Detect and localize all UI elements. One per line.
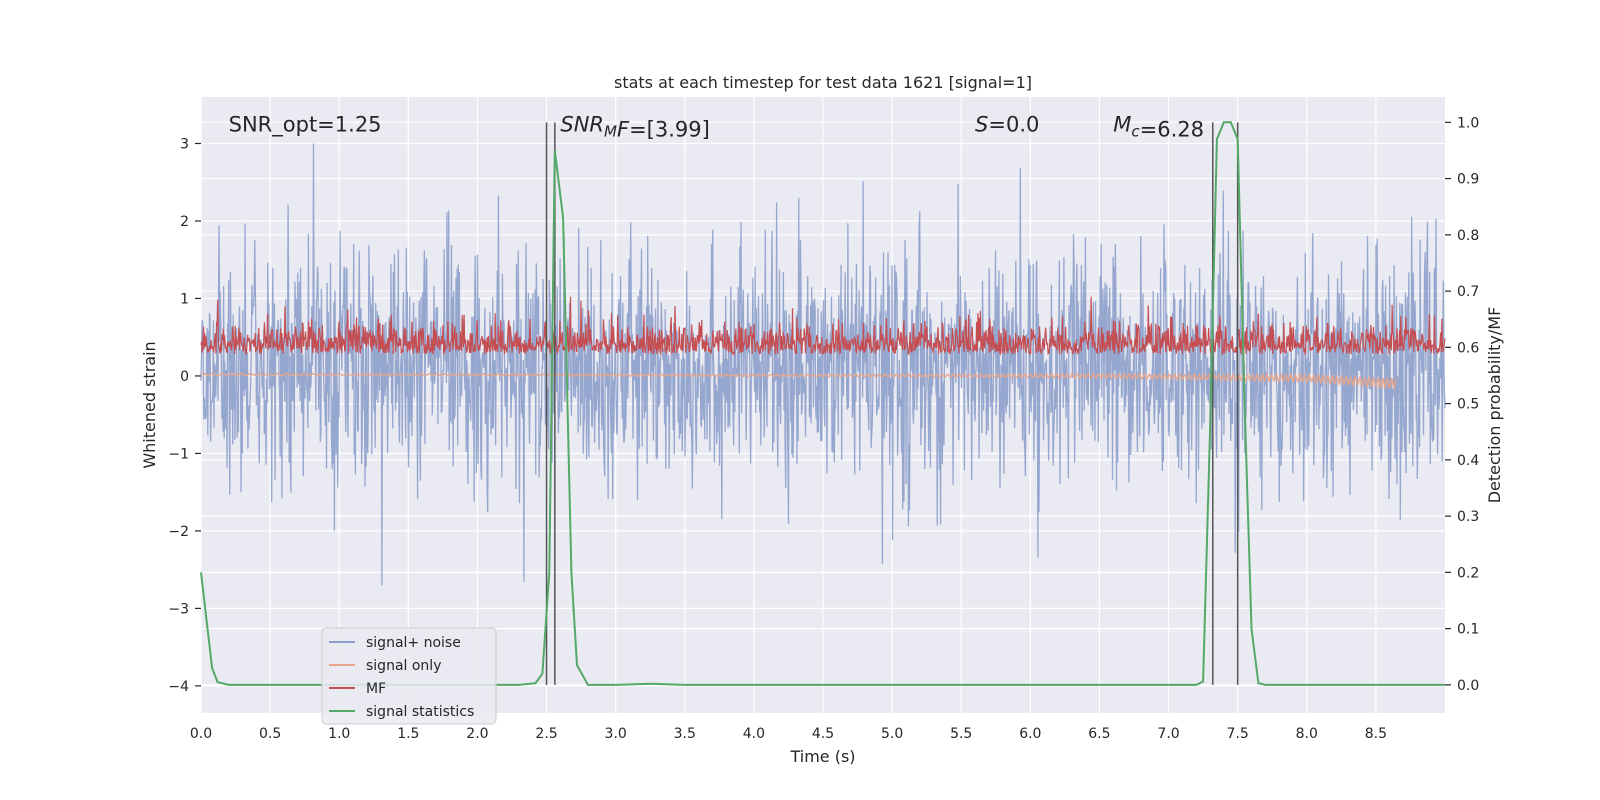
x-tick-label: 6.0 <box>1019 726 1041 742</box>
y-axis-right-label: Detection probability/MF <box>1485 307 1504 504</box>
x-tick-label: 4.0 <box>743 726 765 742</box>
annotation-part: c <box>1131 123 1140 141</box>
x-tick-label: 3.0 <box>605 726 627 742</box>
y-right-tick-label: 0.0 <box>1457 678 1479 694</box>
x-axis-label: Time (s) <box>789 747 855 766</box>
y-tick-label: −2 <box>168 524 189 540</box>
annotation-part: =0.0 <box>988 113 1039 137</box>
x-tick-label: 8.0 <box>1296 726 1318 742</box>
x-tick-label: 6.5 <box>1088 726 1110 742</box>
x-tick-label: 7.5 <box>1227 726 1249 742</box>
y-right-tick-label: 0.8 <box>1457 228 1479 244</box>
chart-title: stats at each timestep for test data 162… <box>614 73 1032 92</box>
x-tick-label: 1.0 <box>328 726 350 742</box>
y-right-tick-label: 0.9 <box>1457 172 1479 188</box>
y-right-tick-label: 1.0 <box>1457 115 1479 131</box>
x-tick-label: 2.0 <box>466 726 488 742</box>
annotation-part: M <box>604 123 617 141</box>
x-tick-label: 5.0 <box>881 726 903 742</box>
annotation-part: S <box>975 113 988 137</box>
y-right-tick-label: 0.4 <box>1457 453 1479 469</box>
annotation-2: S=0.0 <box>975 113 1039 137</box>
legend-label: signal+ noise <box>366 635 461 651</box>
annotation-part: =6.28 <box>1140 118 1204 142</box>
y-right-tick-label: 0.2 <box>1457 565 1479 581</box>
y-tick-label: 1 <box>180 291 189 307</box>
annotation-1: SNRMF=[3.99] <box>560 113 709 142</box>
legend-label: signal statistics <box>366 704 474 720</box>
y-right-tick-label: 0.3 <box>1457 509 1479 525</box>
y-axis-label: Whitened strain <box>140 341 159 468</box>
y-tick-label: 2 <box>180 214 189 230</box>
x-tick-label: 0.5 <box>259 726 281 742</box>
annotation-part: =[3.99] <box>629 118 710 142</box>
y-tick-label: 3 <box>180 136 189 152</box>
annotation-part: F <box>617 118 630 142</box>
legend-label: MF <box>366 681 386 697</box>
x-tick-label: 2.5 <box>535 726 557 742</box>
y-tick-label: −3 <box>168 601 189 617</box>
x-tick-label: 5.5 <box>950 726 972 742</box>
y-right-tick-label: 0.7 <box>1457 284 1479 300</box>
annotation-3: Mc=6.28 <box>1113 113 1204 142</box>
x-tick-label: 3.5 <box>674 726 696 742</box>
legend-label: signal only <box>366 658 441 674</box>
x-tick-label: 0.0 <box>190 726 212 742</box>
y-right-tick-label: 0.1 <box>1457 622 1479 638</box>
x-tick-label: 8.5 <box>1365 726 1387 742</box>
x-tick-label: 7.0 <box>1157 726 1179 742</box>
legend-box <box>321 627 497 725</box>
annotation-part: M <box>1113 113 1131 137</box>
x-tick-label: 4.5 <box>812 726 834 742</box>
series-signal-only-line <box>200 372 1397 391</box>
annotation-0: SNR_opt=1.25 <box>229 113 382 138</box>
annotation-part: SNR <box>560 113 604 137</box>
y-tick-label: 0 <box>180 369 189 385</box>
x-tick-label: 1.5 <box>397 726 419 742</box>
annotation-part: SNR_opt=1.25 <box>229 113 382 138</box>
y-right-tick-label: 0.5 <box>1457 397 1479 413</box>
y-right-tick-label: 0.6 <box>1457 340 1479 356</box>
y-tick-label: −4 <box>168 679 189 695</box>
y-tick-label: −1 <box>168 446 189 462</box>
